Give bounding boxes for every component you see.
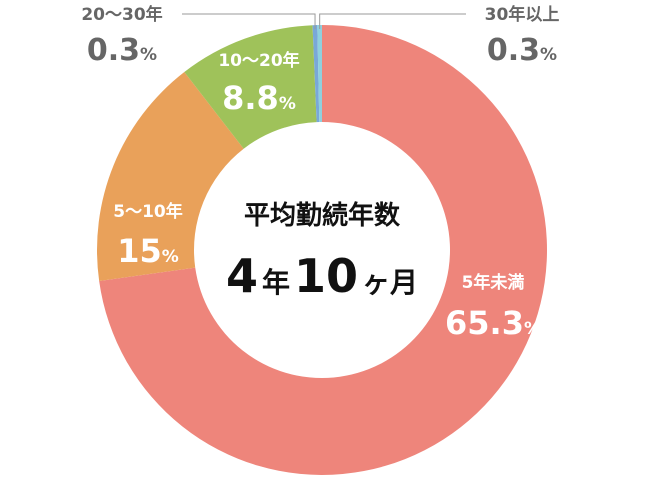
label-lt5-number: 65.3 — [445, 304, 524, 342]
center-months-number: 10 — [294, 249, 358, 303]
label-lt5-category: 5年未満 — [462, 272, 525, 293]
label-5to10-value: 15% — [117, 232, 179, 270]
center-months-unit: ヶ月 — [362, 266, 418, 299]
slice-5to10 — [96, 72, 244, 282]
label-5to10-percent: % — [162, 247, 179, 267]
label-20to30-number: 0.3 — [87, 33, 140, 68]
label-10to20-percent: % — [279, 94, 296, 114]
center-title: 平均勤続年数 — [244, 200, 401, 231]
slice-lt5 — [99, 25, 547, 475]
label-10to20-number: 8.8 — [222, 79, 279, 117]
leader-line-20to30 — [182, 13, 316, 30]
label-gt30-percent: % — [540, 45, 557, 65]
center-duration: 4 年10 ヶ月 — [226, 249, 418, 303]
label-20to30-category: 20～30年 — [81, 4, 162, 25]
center-years-unit: 年 — [262, 266, 290, 299]
label-gt30-number: 0.3 — [487, 33, 540, 68]
label-lt5-percent: % — [524, 319, 541, 339]
slice-gt30 — [317, 25, 322, 123]
label-10to20-category: 10～20年 — [218, 50, 299, 71]
label-5to10-number: 15 — [117, 232, 162, 270]
label-20to30-value: 0.3% — [87, 33, 157, 68]
label-20to30-percent: % — [140, 45, 157, 65]
label-5to10-category: 5～10年 — [113, 201, 183, 222]
donut-slices — [96, 25, 547, 475]
label-gt30-category: 30年以上 — [485, 4, 560, 25]
label-lt5-value: 65.3% — [445, 304, 541, 342]
leader-lines — [182, 13, 466, 30]
center-years-number: 4 — [226, 249, 258, 303]
label-10to20-value: 8.8% — [222, 79, 296, 117]
slice-10to20 — [184, 25, 317, 149]
slice-20to30 — [312, 25, 320, 123]
label-gt30-value: 0.3% — [487, 33, 557, 68]
leader-line-gt30 — [319, 13, 466, 30]
